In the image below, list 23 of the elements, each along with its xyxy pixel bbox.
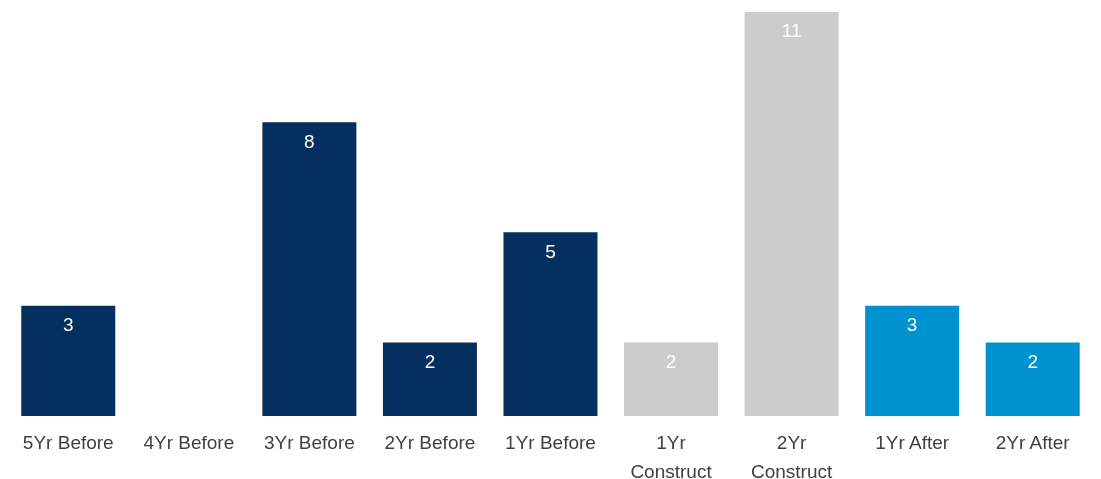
x-tick-label: 1Yr Before: [505, 432, 596, 454]
x-tick-label: 2Yr Before: [384, 432, 476, 454]
x-tick-label: 3Yr Before: [263, 432, 355, 454]
x-tick-label: 5Yr Before: [22, 432, 114, 454]
data-label: 3: [906, 314, 918, 336]
data-label: 2: [1027, 351, 1038, 373]
x-tick-label: 4Yr Before: [143, 432, 235, 454]
bar: [262, 122, 357, 416]
data-label: 3: [62, 314, 74, 336]
bar: [744, 12, 839, 416]
bar: [382, 342, 477, 416]
x-tick-label: 1Yr Construct: [630, 432, 713, 479]
bar: [624, 342, 719, 416]
x-tick-label: 1Yr After: [875, 432, 950, 454]
bar: [21, 305, 116, 416]
data-label: 5: [545, 240, 556, 262]
x-tick-label: 2Yr Construct: [750, 432, 833, 479]
data-label: 8: [304, 130, 315, 152]
data-label: 2: [424, 351, 436, 373]
bar: [503, 232, 598, 416]
bar: [865, 305, 960, 416]
x-tick-label: 2Yr After: [995, 432, 1071, 454]
bar: [985, 342, 1080, 416]
